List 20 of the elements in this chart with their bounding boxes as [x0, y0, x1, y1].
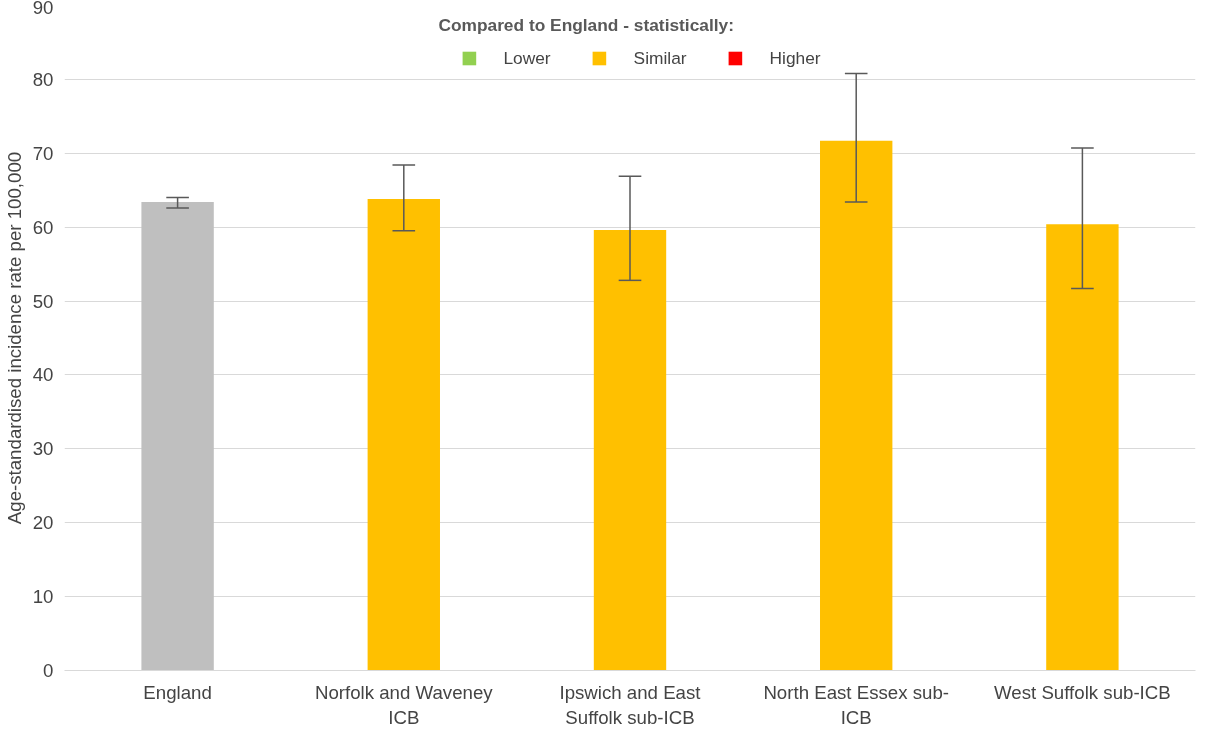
y-tick-label: 80: [32, 68, 54, 90]
y-tick-label: 40: [32, 364, 54, 386]
y-axis-title: Age-standardised incidence rate per 100,000: [3, 151, 25, 525]
y-tick-label: 0: [43, 660, 54, 681]
legend-label: Similar: [633, 47, 687, 69]
x-tick-label: West Suffolk sub-ICB: [994, 681, 1171, 703]
x-tick-label: England: [143, 681, 212, 703]
x-tick-label: Norfolk and Waveney ICB: [314, 681, 494, 728]
y-tick-label: 50: [32, 290, 54, 312]
legend-title: Compared to England - statistically:: [438, 15, 735, 36]
y-tick-label: 90: [32, 0, 54, 18]
y-tick-label: 60: [32, 216, 54, 238]
x-tick-label: North East Essex sub-ICB: [763, 681, 950, 728]
y-tick-label: 30: [32, 438, 54, 460]
y-tick-label: 10: [32, 586, 54, 608]
legend-label: Higher: [769, 47, 821, 69]
y-tick-label: 70: [32, 142, 54, 164]
y-tick-label: 20: [32, 512, 54, 534]
x-tick-label: Ipswich and East Suffolk sub-ICB: [559, 681, 702, 728]
legend-label: Lower: [503, 47, 551, 69]
